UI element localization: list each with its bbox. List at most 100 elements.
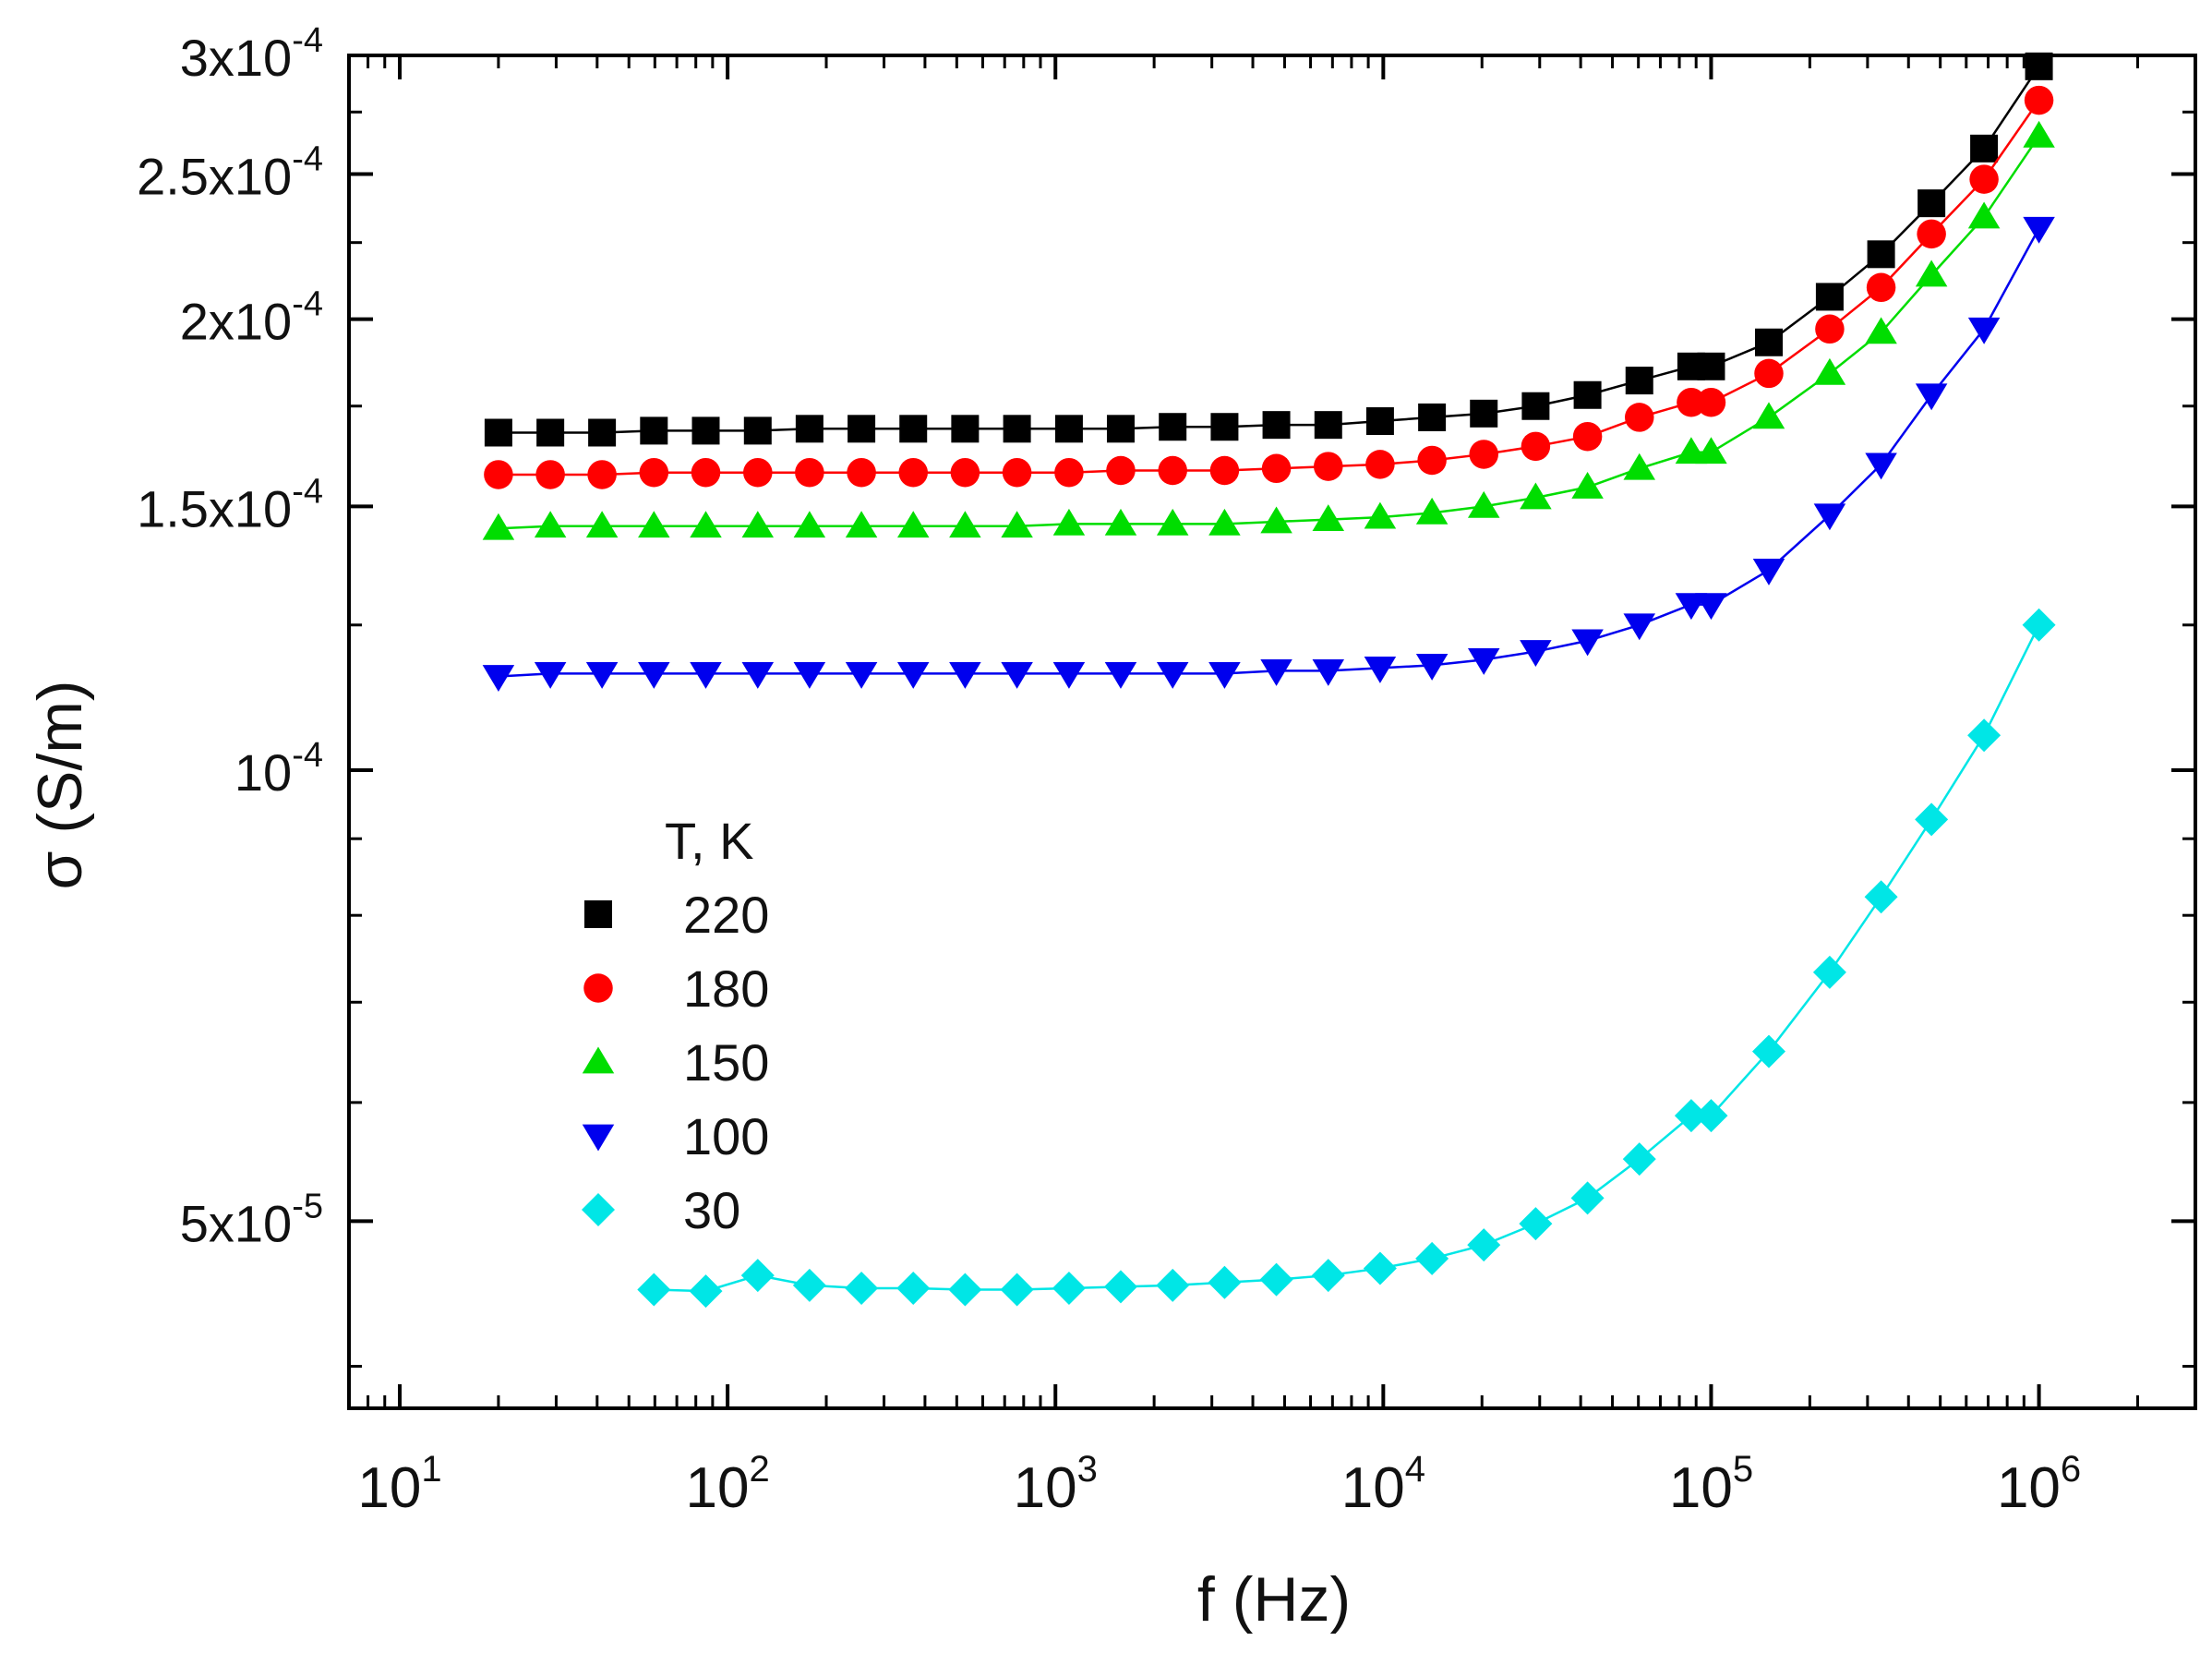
data-point-100 [793,662,826,689]
data-point-220 [1867,240,1895,269]
data-point-180 [639,457,669,488]
x-tick-label: 102 [686,1449,770,1520]
data-point-180 [1365,450,1395,479]
data-point-150 [896,511,930,538]
plot-area [347,54,2197,1410]
data-point-220 [1697,352,1725,380]
data-point-180 [847,457,876,488]
data-point-150 [1571,472,1604,499]
data-point-30 [792,1268,826,1302]
legend-marker-150 [582,1046,615,1074]
y-tick-label: 5x10-5 [180,1187,323,1252]
data-point-220 [484,418,512,447]
data-point-220 [1314,411,1342,440]
series-220 [484,52,2053,447]
data-point-180 [1572,421,1603,452]
data-point-220 [1521,392,1550,420]
data-point-150 [1156,508,1189,536]
series-30 [637,608,2056,1309]
x-tick-label: 106 [1997,1449,2081,1520]
data-point-30 [1812,955,1846,989]
data-point-30 [1519,1207,1553,1241]
data-point-30 [1000,1273,1034,1307]
data-point-180 [1754,358,1784,389]
data-point-30 [1694,1099,1728,1133]
data-point-150 [1312,504,1345,531]
data-point-100 [638,662,670,689]
data-point-100 [1623,613,1656,641]
data-point-220 [1917,189,1946,218]
data-point-30 [1570,1181,1605,1215]
data-point-180 [1209,455,1240,486]
data-point-30 [2022,608,2056,642]
data-point-150 [1967,201,2001,229]
data-point-180 [484,460,513,489]
data-point-220 [640,416,668,445]
data-point-100 [534,662,567,689]
data-point-220 [1365,407,1394,436]
data-point-180 [1106,455,1136,486]
data-point-150 [741,511,775,538]
data-point-220 [1815,283,1844,311]
series-layer [482,52,2056,1309]
data-point-220 [951,415,980,443]
data-point-180 [1969,164,1999,194]
data-point-30 [1363,1251,1397,1285]
data-point-100 [1052,662,1086,689]
legend-item-220: 220 [584,886,769,944]
data-point-100 [1967,317,2001,344]
data-point-100 [1156,662,1189,689]
data-point-180 [2024,85,2054,115]
legend-marker-100 [582,1124,615,1152]
legend-label-150: 150 [683,1033,769,1092]
data-point-100 [1695,593,1727,621]
data-point-220 [1625,367,1653,395]
data-point-220 [1754,328,1783,356]
data-point-180 [1815,314,1845,344]
data-point-150 [482,513,515,540]
data-point-180 [1917,219,1946,249]
data-point-100 [2023,216,2055,244]
data-point-100 [585,662,619,689]
data-point-150 [1052,508,1086,536]
data-point-100 [741,662,775,689]
y-tick-label: 3x10-4 [180,21,323,87]
data-point-150 [534,511,567,538]
legend-label-100: 100 [683,1107,769,1165]
data-point-220 [1418,403,1447,431]
data-point-30 [1208,1265,1242,1299]
data-point-180 [1625,403,1654,432]
data-point-180 [743,457,773,488]
legend-item-180: 180 [583,959,769,1018]
data-point-100 [1467,648,1500,675]
data-point-180 [1677,387,1706,417]
data-point-30 [1259,1262,1293,1297]
data-point-150 [1208,508,1241,536]
data-point-100 [1571,629,1604,657]
data-point-30 [1156,1268,1190,1302]
data-point-150 [1623,452,1656,480]
data-point-220 [1262,411,1291,440]
data-point-100 [690,662,722,689]
data-point-30 [1622,1142,1656,1176]
plot-border [347,54,2197,1410]
legend-marker-30 [582,1193,615,1226]
data-point-180 [1158,455,1187,486]
data-point-30 [740,1259,775,1293]
data-point-180 [795,457,824,488]
data-point-220 [1970,134,1999,163]
data-point-30 [1751,1034,1785,1068]
legend-label-220: 220 [683,886,769,944]
data-point-150 [1415,497,1449,525]
legend-item-100: 100 [582,1107,769,1165]
y-tick-label: 2.5x10-4 [137,139,323,205]
x-tick-label: 103 [1014,1449,1098,1520]
data-point-220 [1573,380,1602,409]
series-line-100 [498,227,2040,678]
axes-layer: 101 102 103 104 105 106 5x10-5 10-4 1.5x10-4 2x10… [137,21,2197,1520]
data-point-100 [949,662,981,689]
data-point-150 [1001,511,1033,538]
data-point-30 [1674,1099,1708,1133]
